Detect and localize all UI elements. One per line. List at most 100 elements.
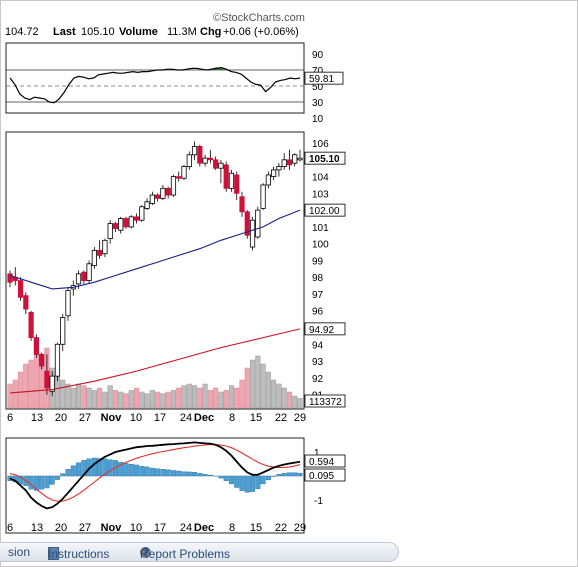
volume-bar (65, 383, 71, 409)
candle-down (197, 146, 203, 164)
candle-up (181, 166, 187, 179)
x-tick-price: 15 (250, 412, 262, 424)
volume-bar (202, 383, 208, 409)
signal-value-label: 0.095 (309, 471, 334, 482)
candle-up (144, 201, 150, 209)
volume-bar (102, 391, 108, 409)
candle-down (123, 218, 129, 228)
macd-histogram-bar (44, 475, 50, 489)
macd-histogram-bar (139, 465, 145, 477)
macd-signal-line (9, 444, 301, 502)
x-tick-macd: 8 (229, 522, 235, 534)
volume-bar (112, 390, 119, 409)
price-tick: 104 (312, 173, 329, 184)
rsi-value: 59.81 (309, 74, 334, 85)
macd-line (9, 441, 301, 510)
volume-bar (128, 390, 134, 409)
sma-short-label-box (304, 203, 346, 217)
volume-value-label-box (304, 394, 346, 408)
macd-histogram-bar (70, 465, 76, 477)
price-tick: 106 (312, 139, 329, 150)
x-tick-price: 13 (31, 412, 43, 424)
macd-histogram-bar (33, 475, 39, 491)
macd-histogram-bar (218, 475, 224, 479)
volume-bar (297, 398, 303, 409)
candle-up (297, 157, 303, 161)
macd-histogram-bar (107, 459, 113, 477)
candle-up (281, 159, 287, 167)
macd-histogram-bar (260, 475, 266, 485)
rsi-panel (5, 42, 305, 114)
x-tick-macd: 10 (130, 522, 142, 534)
volume-bar (91, 390, 97, 409)
volume-bar (149, 390, 155, 409)
candle-up (255, 209, 261, 238)
macd-histogram-bar (60, 473, 66, 477)
book-icon (48, 547, 59, 560)
volume-bar (286, 391, 293, 409)
volume-bar (181, 385, 187, 409)
macd-tick: -1 (314, 496, 323, 507)
candle-down (207, 157, 213, 161)
x-tick-macd: Dec (194, 522, 214, 534)
candle-up (292, 154, 298, 164)
volume-bar (97, 387, 103, 409)
candle-down (223, 164, 229, 189)
volume-bar (218, 391, 224, 409)
volume-bar (107, 385, 113, 409)
price-tick: 94 (312, 340, 324, 351)
macd-histogram-bar (281, 472, 287, 477)
macd-histogram-bar (181, 471, 187, 477)
volume-bar (191, 385, 198, 409)
chg-label: Chg (200, 26, 221, 38)
last-value: 105.10 (81, 26, 115, 38)
prev-value: 104.72 (5, 26, 39, 38)
candle-up (60, 317, 66, 345)
candle-down (176, 176, 182, 179)
last-price-label-box (304, 151, 346, 165)
volume-bar (281, 387, 287, 409)
macd-histogram-bar (118, 461, 124, 477)
candle-up (65, 290, 71, 317)
macd-histogram-bar (149, 467, 155, 477)
candle-down (33, 337, 39, 355)
candle-down (7, 273, 13, 283)
volume-bar (244, 367, 250, 409)
volume-bar (144, 393, 150, 409)
x-tick-macd: 24 (180, 522, 192, 534)
last-label: Last (53, 26, 76, 38)
rsi-tick: 30 (312, 98, 324, 109)
help-icon: ? (140, 545, 151, 559)
x-tick-macd: 6 (7, 522, 13, 534)
x-tick-price: 6 (7, 412, 13, 424)
candle-up (170, 176, 177, 196)
footer-link-1[interactable]: sion (8, 545, 31, 559)
candle-up (265, 174, 271, 186)
volume-bar (81, 385, 87, 409)
macd-histogram-bar (39, 475, 45, 490)
rsi-value-box (304, 71, 344, 85)
candle-down (244, 211, 250, 236)
macd-histogram-bar (223, 475, 229, 482)
candle-up (102, 239, 108, 255)
candle-down (155, 194, 161, 199)
volume-bar (265, 371, 271, 409)
volume-bar (271, 379, 277, 409)
x-tick-macd: 13 (31, 522, 43, 534)
footer-bar: sion Instructions ? Report Problems (0, 542, 399, 562)
rsi-tick: 90 (312, 50, 324, 61)
sma-short-label: 102.00 (309, 206, 340, 217)
x-tick-price: 20 (55, 412, 67, 424)
volume-bar (260, 363, 266, 409)
candle-up (149, 194, 155, 204)
macd-histogram-bar (91, 457, 97, 477)
candle-up (75, 273, 82, 285)
candle-up (86, 263, 92, 281)
macd-value-label-box (304, 454, 346, 468)
x-tick-price: 29 (294, 412, 306, 424)
rsi-tick: 70 (312, 66, 324, 77)
last-price-label: 105.10 (309, 154, 340, 165)
x-tick-macd: 17 (154, 522, 166, 534)
volume-bar (17, 371, 24, 409)
chg-value: +0.06 (+0.06%) (223, 26, 299, 38)
